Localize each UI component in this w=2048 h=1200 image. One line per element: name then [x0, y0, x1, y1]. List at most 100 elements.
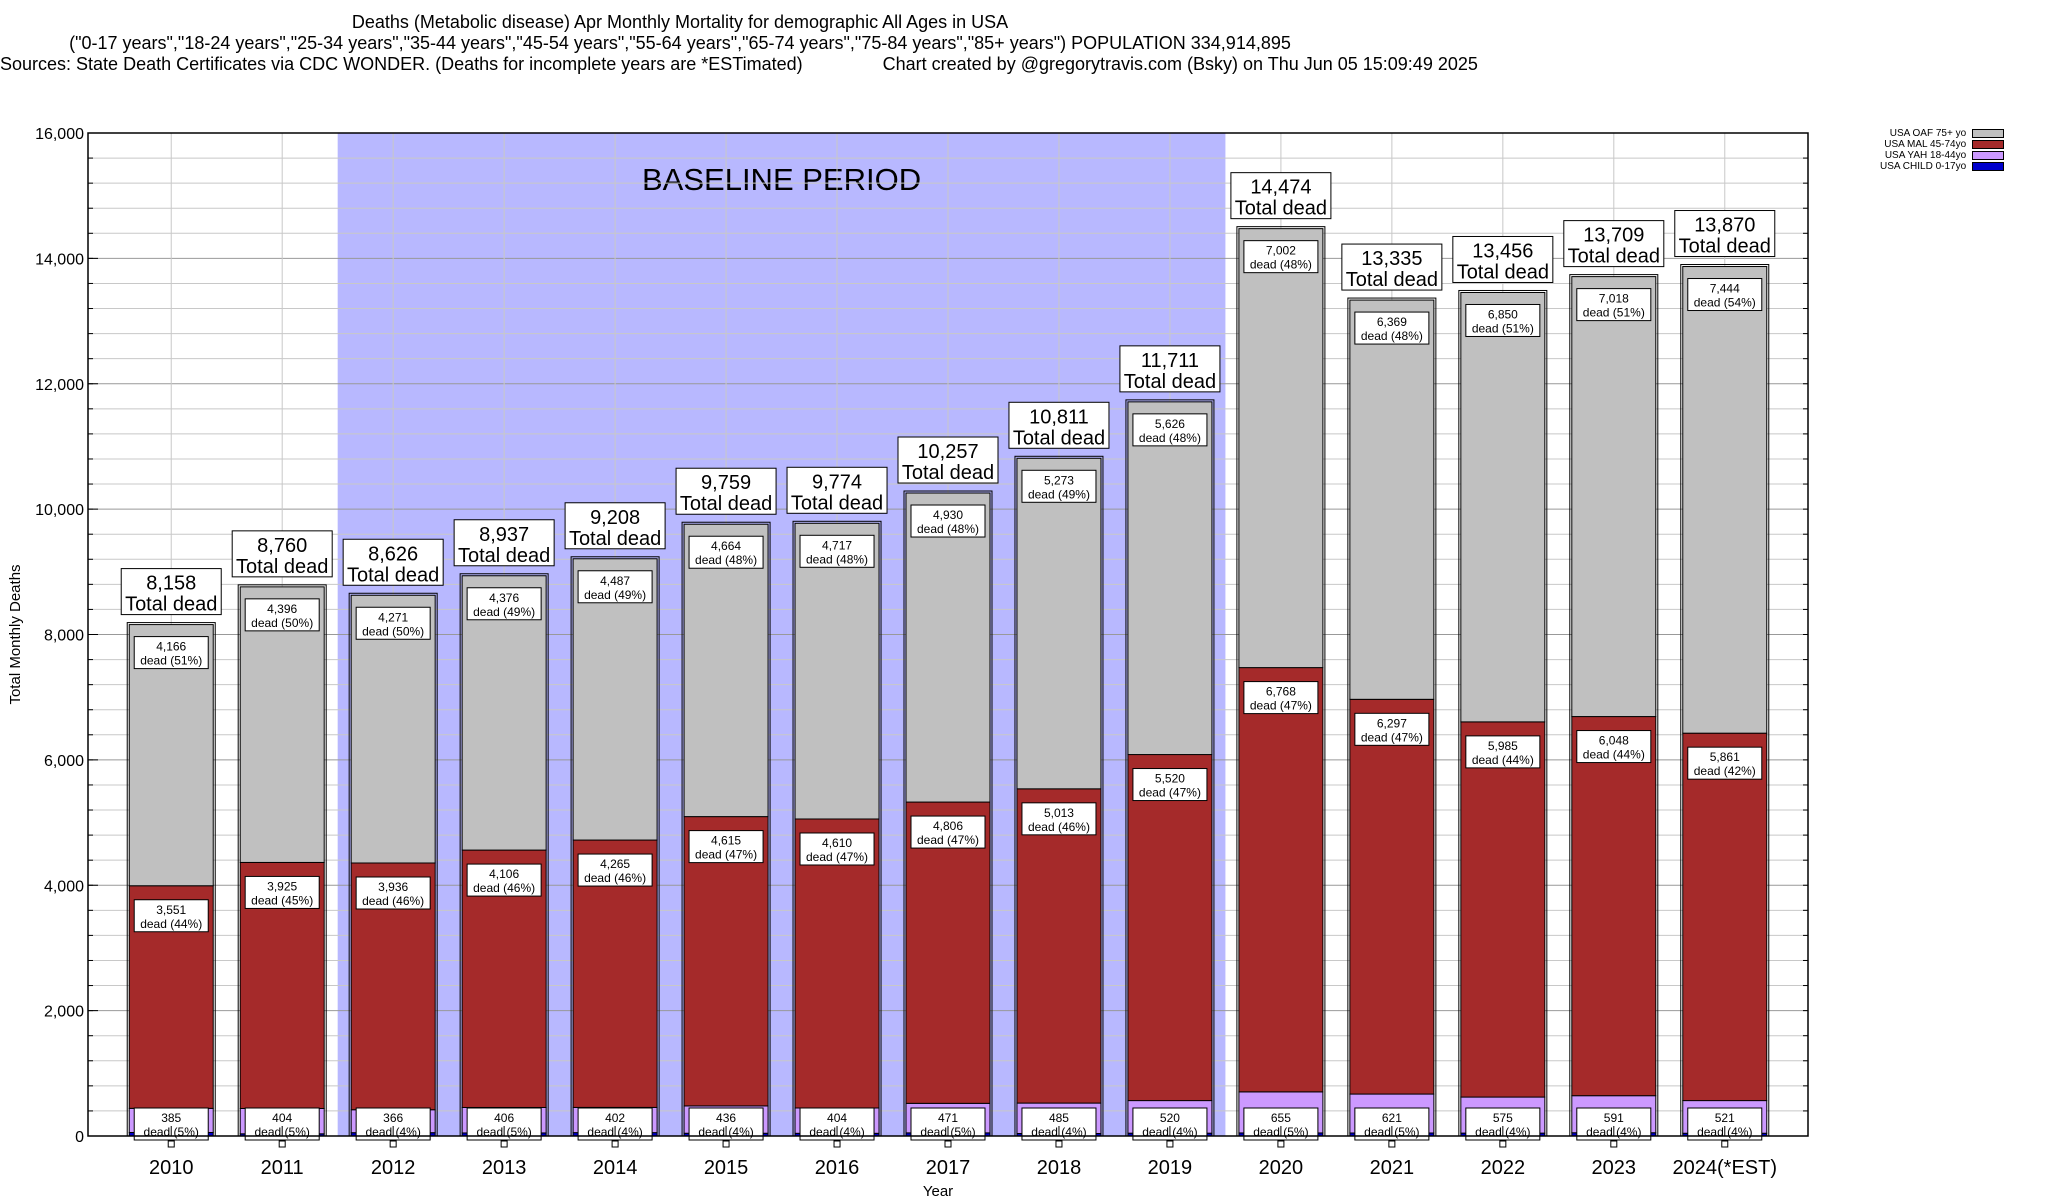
child-marker	[1055, 1140, 1063, 1148]
oaf-pct-label: dead (49%)	[1028, 487, 1090, 501]
yah-value-label: 575	[1493, 1111, 1513, 1125]
legend-swatch	[1972, 151, 2005, 160]
oaf-value-label: 4,664	[711, 539, 741, 553]
total-suffix-label: Total dead	[791, 492, 883, 514]
x-tick-label: 2023	[1592, 1157, 1637, 1179]
y-tick-label: 6,000	[44, 753, 84, 770]
total-suffix-label: Total dead	[569, 528, 661, 550]
oaf-pct-label: dead (51%)	[1472, 321, 1534, 335]
total-label-box	[1008, 401, 1110, 449]
total-label-box	[675, 467, 777, 515]
data-label-box	[1576, 730, 1652, 764]
data-label-box	[355, 1107, 431, 1141]
oaf-pct-label: dead (48%)	[1139, 431, 1201, 445]
oaf-value-label: 7,002	[1266, 244, 1296, 258]
total-value-label: 8,760	[257, 535, 307, 557]
chart-legend: USA OAF 75+ yo USA MAL 45-74yo USA YAH 18-…	[1880, 128, 2005, 172]
oaf-pct-label: dead (51%)	[140, 654, 202, 668]
oaf-pct-label: dead (48%)	[806, 552, 868, 566]
bar-segment	[905, 492, 991, 803]
total-label-box	[342, 538, 444, 586]
oaf-pct-label: dead (48%)	[917, 522, 979, 536]
mal-value-label: 4,265	[600, 857, 630, 871]
mal-value-label: 3,936	[378, 880, 408, 894]
x-tick-label: 2015	[704, 1157, 749, 1179]
total-label-box	[1674, 210, 1776, 258]
x-tick-label: 2021	[1370, 1157, 1415, 1179]
total-value-label: 9,774	[812, 471, 862, 493]
y-tick-label: 8,000	[44, 628, 84, 645]
data-label-box	[1132, 768, 1208, 802]
yah-value-label: 655	[1271, 1111, 1291, 1125]
mal-value-label: 6,297	[1377, 716, 1407, 730]
mal-pct-label: dead (47%)	[1139, 786, 1201, 800]
mal-pct-label: dead (47%)	[695, 848, 757, 862]
data-label-box	[1687, 278, 1763, 312]
child-marker	[1721, 1140, 1729, 1148]
legend-entry: USA OAF 75+ yo	[1880, 128, 2005, 139]
x-tick-label: 2013	[482, 1157, 527, 1179]
data-label-box	[1465, 735, 1541, 769]
bar-segment	[683, 523, 769, 818]
total-suffix-label: Total dead	[680, 493, 772, 515]
x-tick-label: 2024(*EST)	[1673, 1157, 1778, 1179]
legend-swatch	[1972, 162, 2005, 171]
oaf-value-label: 5,273	[1044, 473, 1074, 487]
y-tick-label: 16,000	[35, 126, 84, 143]
mal-value-label: 4,610	[822, 836, 852, 850]
child-marker	[278, 1140, 286, 1148]
oaf-value-label: 4,717	[822, 538, 852, 552]
mal-value-label: 5,013	[1044, 806, 1074, 820]
data-label-box	[1243, 681, 1319, 715]
mal-pct-label: dead (45%)	[251, 893, 313, 907]
data-label-box	[1243, 240, 1319, 274]
yah-value-label: 436	[716, 1111, 736, 1125]
data-label-box	[1687, 746, 1763, 780]
yah-value-label: 521	[1715, 1111, 1735, 1125]
x-tick-label: 2012	[371, 1157, 416, 1179]
bar-segment	[905, 801, 991, 1104]
mal-pct-label: dead (44%)	[140, 917, 202, 931]
bar-segment	[1016, 457, 1102, 790]
oaf-value-label: 4,396	[267, 602, 297, 616]
data-label-box	[1576, 288, 1652, 322]
x-tick-label: 2020	[1259, 1157, 1304, 1179]
x-tick-label: 2018	[1037, 1157, 1082, 1179]
total-suffix-label: Total dead	[1679, 236, 1771, 258]
chart-title: Deaths (Metabolic disease) Apr Monthly M…	[351, 12, 1009, 32]
total-value-label: 9,759	[701, 472, 751, 494]
data-label-box	[577, 853, 653, 887]
mal-pct-label: dead (46%)	[473, 881, 535, 895]
oaf-pct-label: dead (54%)	[1694, 296, 1756, 310]
mal-pct-label: dead (47%)	[1250, 699, 1312, 713]
x-tick-label: 2011	[261, 1157, 304, 1179]
child-marker	[500, 1140, 508, 1148]
total-label-box	[1230, 172, 1332, 220]
x-tick-label: 2022	[1481, 1157, 1526, 1179]
total-value-label: 13,335	[1361, 248, 1422, 270]
total-suffix-label: Total dead	[347, 564, 439, 586]
child-marker	[833, 1140, 841, 1148]
total-label-box	[897, 436, 999, 484]
y-tick-label: 4,000	[44, 878, 84, 895]
data-label-box	[244, 598, 320, 632]
mal-pct-label: dead (44%)	[1583, 748, 1645, 762]
oaf-pct-label: dead (50%)	[362, 624, 424, 638]
total-value-label: 9,208	[590, 507, 640, 529]
oaf-pct-label: dead (48%)	[1250, 258, 1312, 272]
yah-value-label: 385	[161, 1111, 181, 1125]
legend-entry: USA YAH 18-44yo	[1880, 150, 2005, 161]
mal-value-label: 3,551	[156, 903, 186, 917]
total-value-label: 13,456	[1472, 240, 1533, 262]
mal-value-label: 4,106	[489, 867, 519, 881]
bar-segment	[1571, 716, 1657, 1097]
oaf-pct-label: dead (48%)	[695, 553, 757, 567]
data-label-box	[1021, 802, 1097, 836]
data-label-box	[688, 535, 764, 569]
bar-segment	[1682, 732, 1768, 1102]
chart-subtitle-ages: ("0-17 years","18-24 years","25-34 years…	[69, 33, 1291, 53]
total-suffix-label: Total dead	[1013, 427, 1105, 449]
data-label-box	[1021, 469, 1097, 503]
data-label-box	[577, 570, 653, 604]
child-marker	[1166, 1140, 1174, 1148]
